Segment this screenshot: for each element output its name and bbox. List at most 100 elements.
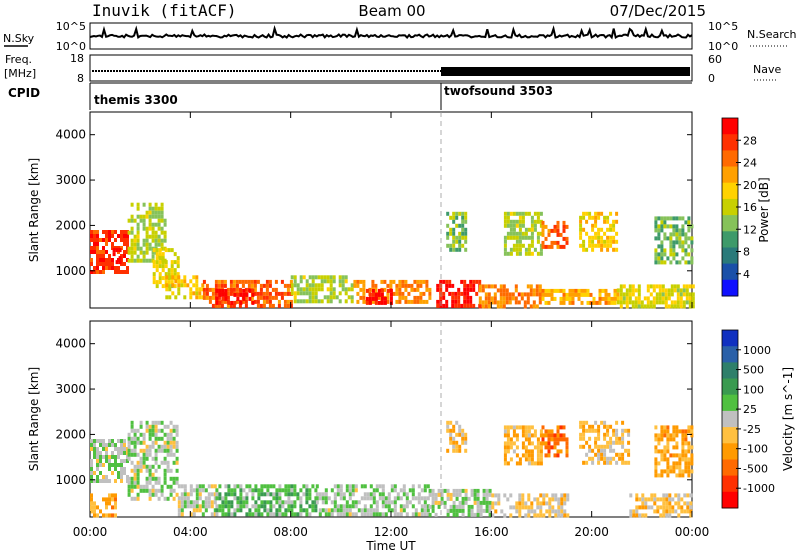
- velocity-cell: [120, 471, 123, 475]
- power-cell: [277, 291, 281, 296]
- velocity-cell: [597, 436, 601, 441]
- power-cell: [536, 219, 540, 224]
- velocity-cell: [90, 475, 93, 479]
- velocity-cell: [582, 432, 586, 437]
- velocity-cell: [689, 505, 693, 510]
- velocity-cell: [666, 473, 670, 478]
- velocity-cell: [399, 508, 403, 513]
- velocity-cell: [396, 492, 400, 497]
- power-cell: [365, 296, 369, 301]
- date-title: 07/Dec/2015: [610, 2, 706, 20]
- velocity-cell: [654, 469, 658, 474]
- velocity-cell: [299, 500, 303, 505]
- nsky-trace: [89, 24, 693, 40]
- power-cell: [637, 292, 641, 297]
- power-cell: [455, 247, 459, 252]
- velocity-cell: [269, 500, 273, 505]
- power-cell: [521, 223, 525, 228]
- power-cell: [419, 283, 423, 288]
- velocity-cell: [114, 459, 117, 463]
- velocity-cell: [632, 509, 636, 514]
- velocity-cell: [402, 488, 406, 493]
- power-cell: [93, 246, 96, 250]
- power-cell: [445, 283, 449, 288]
- power-cell: [317, 283, 321, 288]
- velocity-cell: [635, 505, 639, 510]
- velocity-cell: [93, 447, 96, 451]
- velocity-cell: [545, 509, 549, 514]
- power-cell: [556, 240, 560, 245]
- power-cell: [675, 224, 679, 229]
- velocity-cell: [524, 425, 528, 430]
- velocity-cell: [172, 452, 176, 457]
- velocity-cell: [269, 484, 273, 489]
- power-cell: [176, 256, 180, 261]
- velocity-cell: [372, 508, 376, 513]
- power-cell: [481, 284, 485, 289]
- colorbar-segment: [722, 134, 738, 151]
- velocity-cell: [266, 484, 270, 489]
- power-cell: [514, 300, 518, 305]
- power-cell: [676, 288, 680, 293]
- power-cell: [142, 258, 146, 263]
- power-cell: [356, 283, 360, 288]
- power-cell: [511, 292, 515, 297]
- velocity-cell: [342, 496, 346, 501]
- velocity-cell: [114, 479, 117, 483]
- velocity-cell: [464, 432, 468, 437]
- power-cell: [530, 239, 534, 244]
- velocity-cell: [284, 484, 288, 489]
- power-cell: [679, 292, 683, 297]
- velocity-cell: [423, 484, 427, 489]
- power-cell: [469, 287, 473, 292]
- velocity-cell: [402, 484, 406, 489]
- velocity-cell: [503, 493, 507, 498]
- power-cell: [687, 224, 691, 229]
- velocity-cell: [305, 484, 309, 489]
- velocity-cell: [169, 488, 173, 493]
- velocity-cell: [233, 492, 237, 497]
- power-cell: [518, 247, 522, 252]
- velocity-cell: [366, 492, 370, 497]
- velocity-cell: [556, 433, 560, 438]
- velocity-cell: [339, 504, 343, 509]
- power-cell: [511, 296, 515, 301]
- power-cell: [512, 243, 516, 248]
- power-cell: [598, 300, 602, 305]
- velocity-cell: [333, 484, 337, 489]
- velocity-cell: [449, 440, 453, 445]
- velocity-cell: [375, 512, 379, 517]
- velocity-cell: [136, 468, 140, 473]
- velocity-cell: [260, 500, 264, 505]
- power-cell: [446, 243, 450, 248]
- velocity-cell: [615, 432, 619, 437]
- power-cell: [657, 260, 661, 265]
- velocity-cell: [550, 429, 554, 434]
- velocity-cell: [612, 440, 616, 445]
- velocity-cell: [148, 436, 152, 441]
- power-cell: [598, 296, 602, 301]
- velocity-cell: [666, 429, 670, 434]
- power-cell: [155, 260, 159, 265]
- velocity-cell: [330, 512, 334, 517]
- velocity-cell: [527, 429, 531, 434]
- power-cell: [530, 243, 534, 248]
- power-cell: [464, 215, 468, 220]
- velocity-cell: [662, 497, 666, 502]
- power-cell: [271, 295, 275, 300]
- velocity-cell: [266, 492, 270, 497]
- power-cell: [164, 260, 168, 265]
- velocity-cell: [518, 505, 522, 510]
- power-cell: [148, 242, 152, 247]
- power-cell: [538, 284, 542, 289]
- power-cell: [214, 291, 218, 296]
- power-cell: [308, 283, 312, 288]
- power-cell: [502, 300, 506, 305]
- power-cell: [612, 227, 616, 232]
- power-cell: [452, 227, 456, 232]
- velocity-cell: [189, 492, 193, 497]
- power-cell: [568, 288, 572, 293]
- power-cell: [445, 303, 449, 308]
- velocity-cell: [163, 480, 167, 485]
